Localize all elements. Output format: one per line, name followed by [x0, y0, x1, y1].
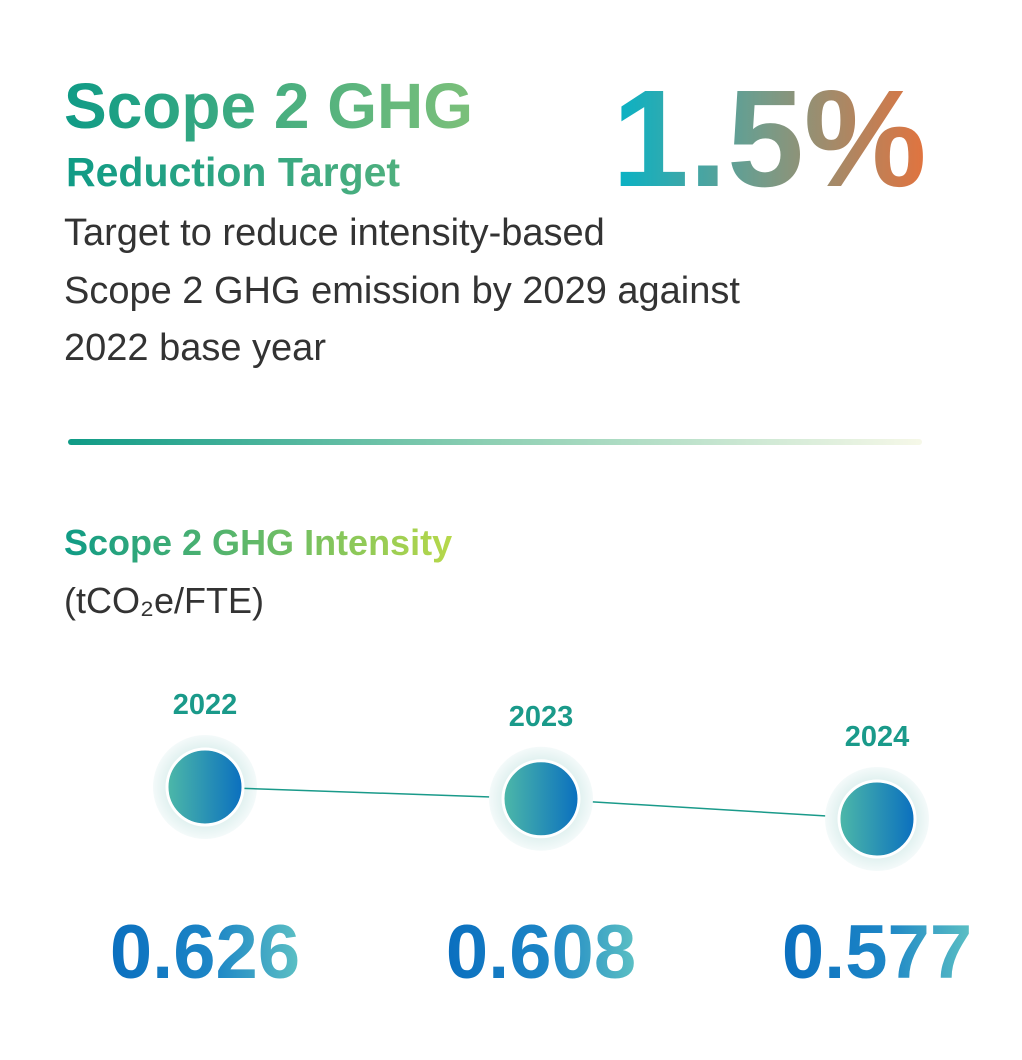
plot: 2022 0.626 2023 0.608 2024 0.577 [110, 689, 972, 995]
highlight-figure: 1.5% [612, 62, 927, 216]
year-label: 2024 [845, 721, 910, 753]
title: Scope 2 GHG [64, 70, 473, 142]
chart-title: Scope 2 GHG Intensity [64, 522, 452, 563]
divider [68, 439, 922, 445]
marker [501, 759, 581, 839]
description-line: Target to reduce intensity-based [64, 212, 605, 254]
value-label: 0.608 [446, 910, 636, 995]
year-label: 2022 [173, 689, 238, 721]
value-label: 0.577 [782, 910, 972, 995]
marker [165, 747, 245, 827]
value-label: 0.626 [110, 910, 300, 995]
unit-label: (tCO₂e/FTE) [64, 580, 264, 621]
subtitle: Reduction Target [66, 149, 400, 195]
marker [837, 779, 917, 859]
description-line: 2022 base year [64, 327, 326, 369]
year-label: 2023 [509, 701, 574, 733]
description-line: Scope 2 GHG emission by 2029 against [64, 270, 740, 312]
